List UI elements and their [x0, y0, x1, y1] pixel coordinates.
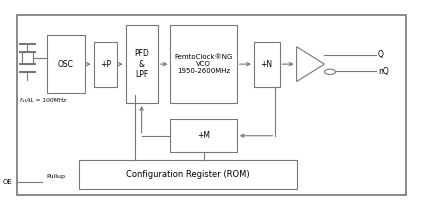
- Bar: [94, 42, 117, 87]
- Text: +M: +M: [197, 131, 210, 140]
- Bar: [171, 119, 237, 152]
- Circle shape: [324, 69, 336, 74]
- Text: +P: +P: [100, 60, 111, 69]
- Bar: [126, 25, 158, 103]
- Bar: [79, 160, 297, 189]
- Bar: [171, 25, 237, 103]
- Text: FemtoClock®NG
VCO
1950-2600MHz: FemtoClock®NG VCO 1950-2600MHz: [175, 54, 233, 74]
- Text: OSC: OSC: [58, 60, 74, 69]
- Text: fₓₜAL = 100MHz: fₓₜAL = 100MHz: [19, 98, 66, 103]
- Bar: [16, 15, 406, 195]
- Text: Q: Q: [378, 50, 384, 59]
- Polygon shape: [297, 47, 324, 82]
- Text: PFD
&
LPF: PFD & LPF: [134, 49, 149, 79]
- Bar: [22, 52, 32, 64]
- Bar: [254, 42, 280, 87]
- Bar: [47, 35, 85, 93]
- Text: +N: +N: [260, 60, 273, 69]
- Text: Pullup: Pullup: [47, 174, 66, 179]
- Text: Configuration Register (ROM): Configuration Register (ROM): [126, 170, 249, 179]
- Text: nQ: nQ: [378, 67, 389, 76]
- Text: OE: OE: [3, 179, 12, 185]
